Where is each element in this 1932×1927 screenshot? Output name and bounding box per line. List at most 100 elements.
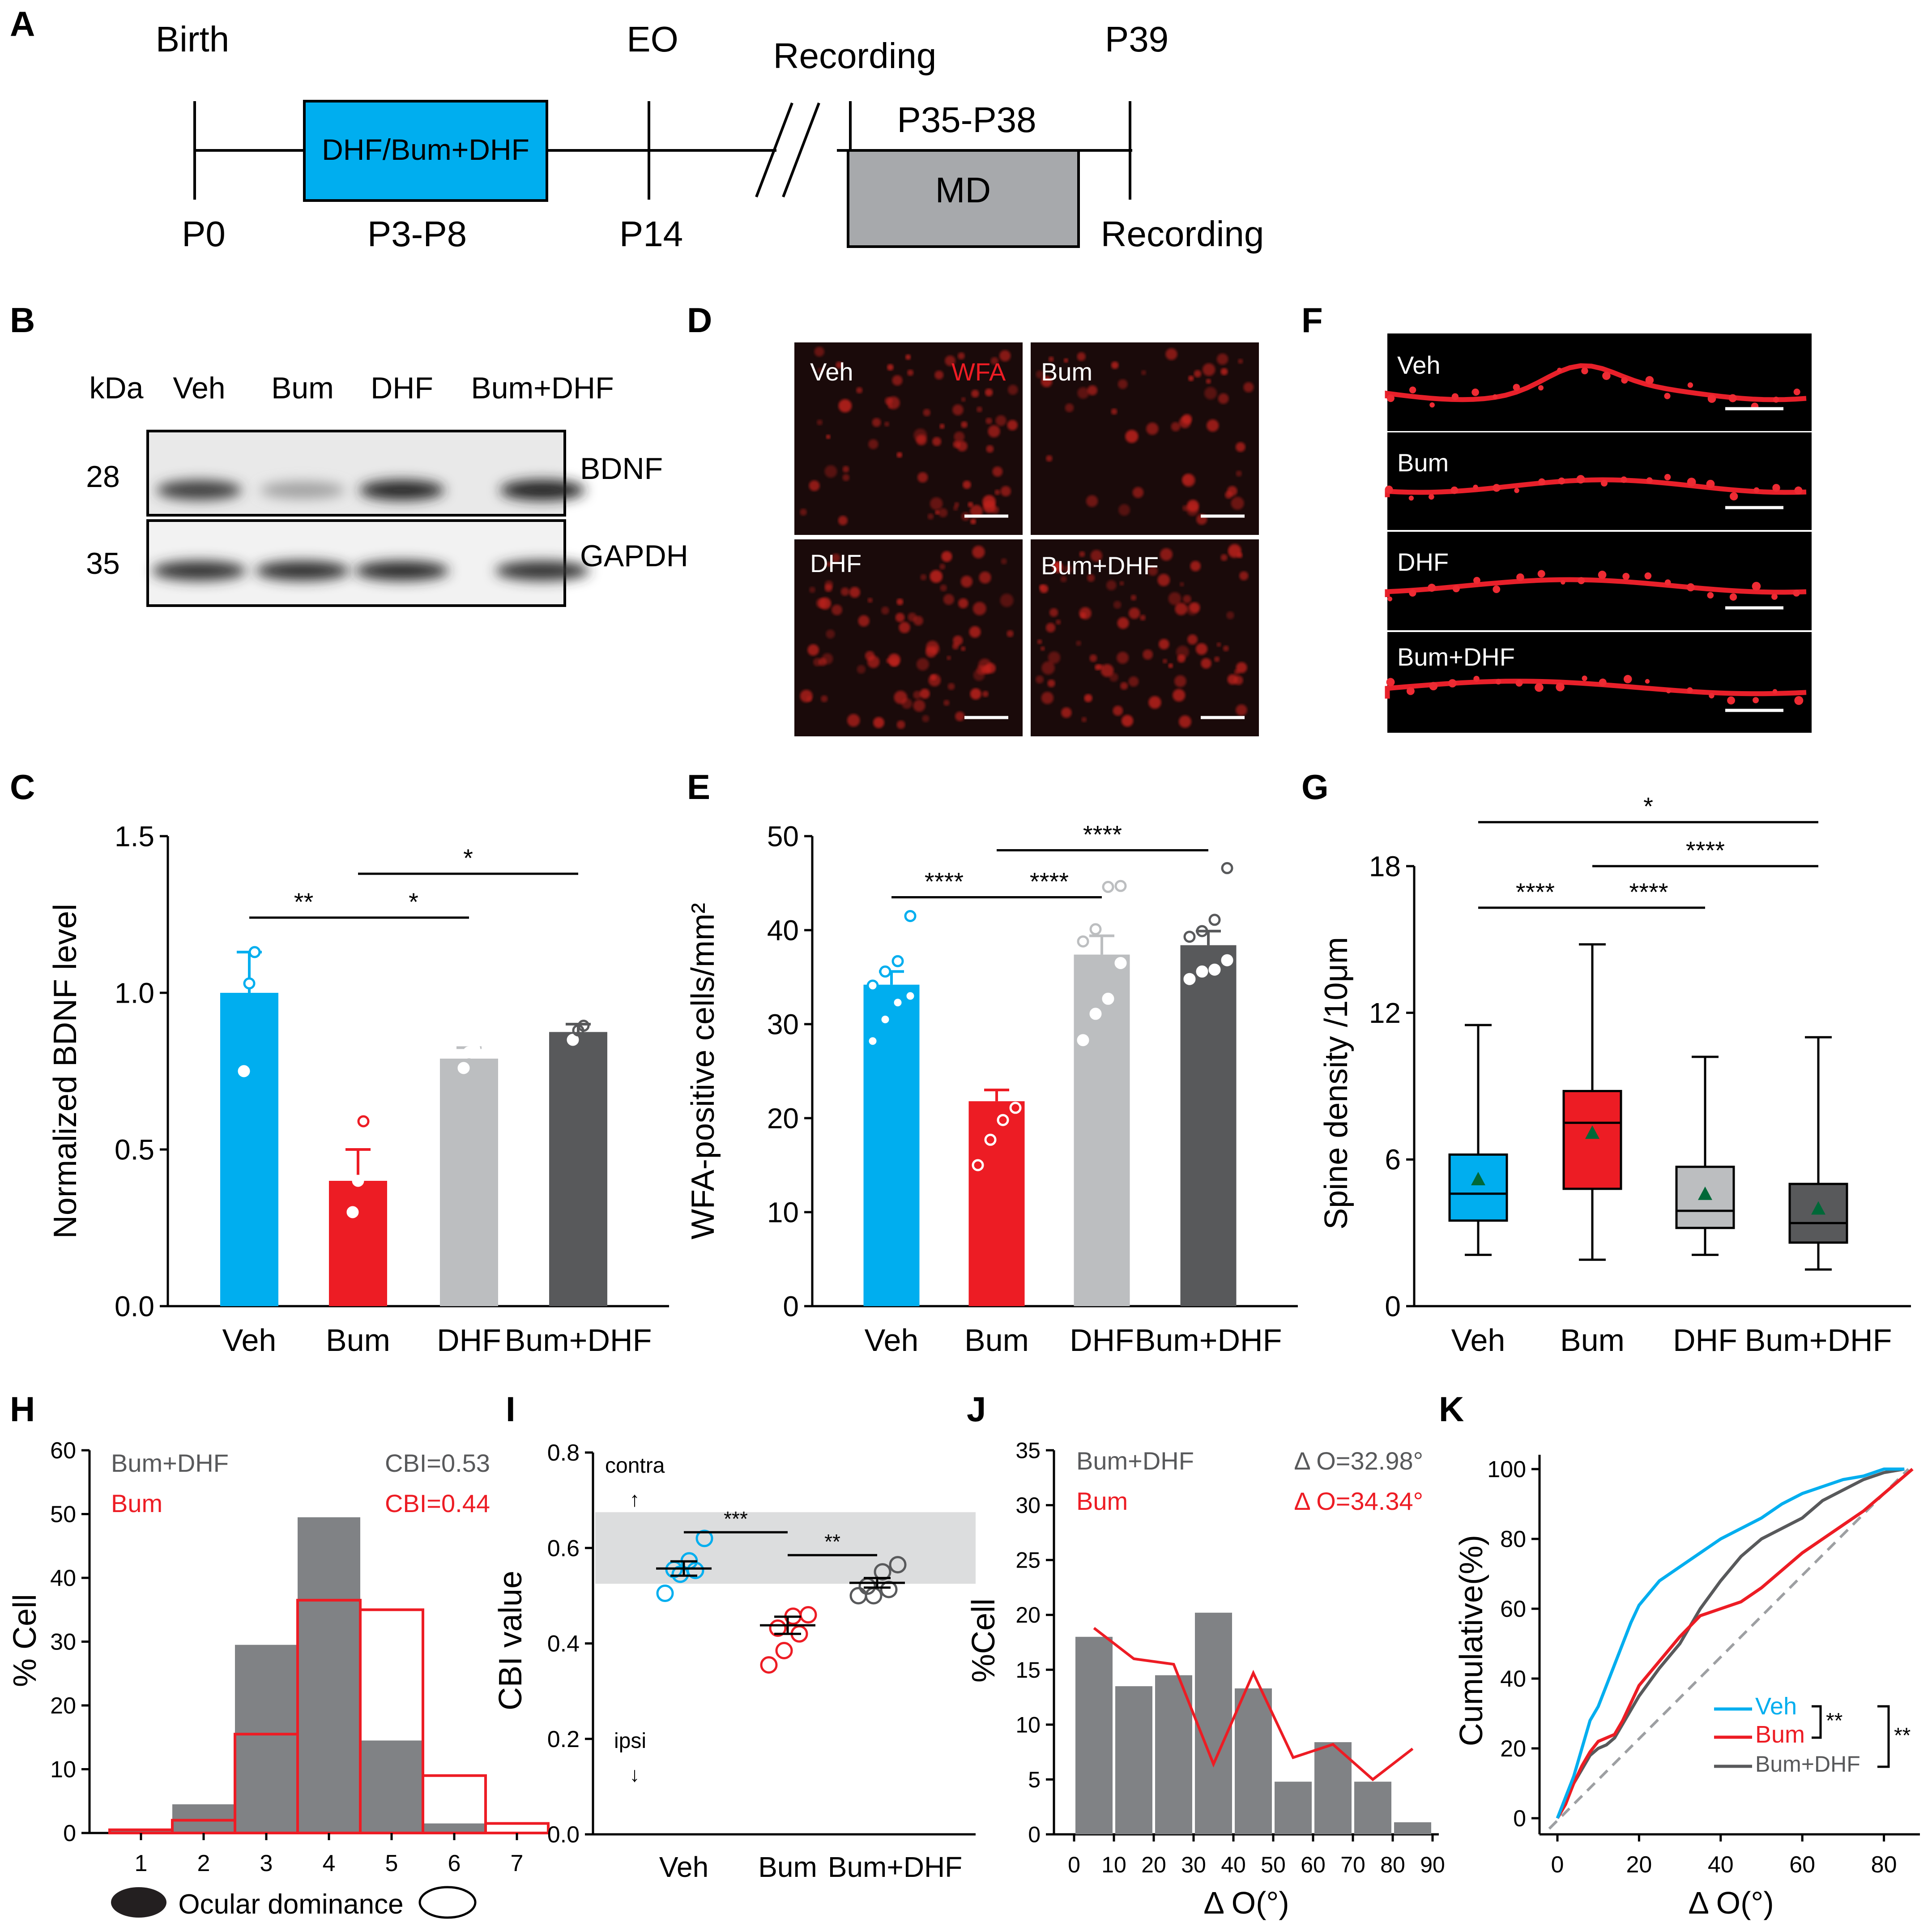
wfa-cell xyxy=(1223,645,1229,652)
data-point xyxy=(1077,935,1089,948)
x-tick-label: DHF xyxy=(437,1323,501,1358)
x-tick-label: 1 xyxy=(135,1850,148,1876)
data-point xyxy=(866,979,879,992)
spine xyxy=(1582,675,1587,681)
wfa-cell xyxy=(1231,496,1244,510)
wfa-cell xyxy=(972,602,986,615)
y-tick-label: 30 xyxy=(50,1629,76,1655)
data-point xyxy=(984,1133,997,1146)
x-tick-label: 10 xyxy=(1101,1852,1126,1877)
wfa-cell xyxy=(1040,584,1049,593)
wfa-cell xyxy=(1061,707,1072,718)
bar-bumdhf xyxy=(1275,1782,1312,1834)
wfa-cell xyxy=(985,662,996,674)
wfa-cell xyxy=(922,715,930,722)
wfa-cell xyxy=(923,409,931,417)
wfa-cell xyxy=(1118,504,1130,516)
gapdh-band xyxy=(152,561,246,581)
x-tick-label: 40 xyxy=(1221,1852,1246,1877)
spine xyxy=(1556,683,1565,692)
wfa-cell xyxy=(842,474,850,481)
y-tick-label: 0 xyxy=(783,1290,799,1322)
data-point xyxy=(1196,925,1208,937)
significance-label: ** xyxy=(1894,1724,1911,1748)
data-point xyxy=(1102,992,1114,1005)
panel-a: A Birth EO Recording P39 DHF/Bum+DHF P35… xyxy=(10,4,1264,254)
d-label-bumdhf: Bum+DHF xyxy=(1041,551,1159,580)
y-tick-label: 80 xyxy=(1500,1526,1526,1552)
wfa-cell xyxy=(1204,387,1217,400)
data-point xyxy=(1089,1008,1102,1020)
y-tick-label: 10 xyxy=(1015,1712,1041,1737)
wfa-cell xyxy=(868,439,879,449)
wfa-cell xyxy=(952,404,964,415)
bar-bumdhf xyxy=(235,1645,298,1833)
y-tick-label: 0 xyxy=(1513,1806,1526,1832)
spine xyxy=(1385,485,1393,494)
wfa-cell xyxy=(1179,715,1191,728)
bar-bumdhf xyxy=(1075,1636,1113,1834)
data-point xyxy=(866,1035,879,1047)
wfa-cell xyxy=(1079,551,1085,557)
bar xyxy=(440,1059,498,1306)
wfa-cell xyxy=(1143,649,1153,660)
spine xyxy=(1666,689,1671,694)
significance-label: ** xyxy=(824,1530,840,1553)
wfa-cell xyxy=(847,714,860,727)
wfa-cell xyxy=(1111,408,1117,415)
wfa-cell xyxy=(970,504,983,518)
wfa-cell xyxy=(867,655,880,668)
significance-bracket-outer xyxy=(1877,1705,1890,1768)
wfa-cell xyxy=(1037,639,1042,645)
wfa-cell xyxy=(836,361,843,369)
mean-marker xyxy=(1811,1201,1825,1215)
legend-delta-bumdhf: Δ O=32.98° xyxy=(1294,1447,1423,1475)
spine xyxy=(1576,475,1585,484)
wfa-cell xyxy=(1139,615,1146,621)
spine xyxy=(1707,394,1716,403)
mean-marker xyxy=(1698,1186,1712,1200)
lane-label-bum: Bum xyxy=(271,371,334,405)
svg-text:G: G xyxy=(1301,767,1329,807)
x-tick-label: Veh xyxy=(222,1323,277,1358)
wfa-cell xyxy=(913,428,927,442)
spine xyxy=(1386,394,1395,402)
svg-text:I: I xyxy=(506,1389,516,1429)
data-point xyxy=(1221,862,1233,874)
wfa-cell xyxy=(1236,470,1242,477)
significance-label: **** xyxy=(925,867,964,896)
y-tick-label: 30 xyxy=(767,1008,799,1040)
spine xyxy=(1729,492,1738,500)
y-tick-label: 60 xyxy=(50,1438,76,1464)
x-tick-label: 30 xyxy=(1181,1852,1206,1877)
wfa-cell xyxy=(992,466,1003,477)
wfa-cell xyxy=(970,688,981,700)
wfa-cell xyxy=(1227,674,1238,685)
data-point xyxy=(1183,973,1196,985)
spine xyxy=(1538,478,1546,486)
wfa-cell xyxy=(939,564,946,570)
y-tick-label: 60 xyxy=(1500,1596,1526,1622)
spine xyxy=(1707,592,1714,599)
y-tick-label: 20 xyxy=(50,1693,76,1719)
bar-bumdhf xyxy=(360,1740,423,1833)
spine xyxy=(1450,486,1459,494)
significance-label: * xyxy=(463,844,473,872)
wfa-cell xyxy=(1148,696,1161,709)
wfa-cell xyxy=(1084,694,1092,702)
spine xyxy=(1621,476,1627,483)
bar-bumdhf xyxy=(172,1804,235,1833)
d-label-veh: Veh xyxy=(810,358,853,386)
wfa-cell xyxy=(1117,617,1129,629)
x-tick-label: DHF xyxy=(1070,1323,1134,1358)
x-tick-label: DHF xyxy=(1673,1323,1737,1358)
significance-label: **** xyxy=(1629,878,1668,906)
wfa-cell xyxy=(807,644,819,656)
spine xyxy=(1794,696,1804,705)
spine xyxy=(1686,583,1695,592)
bar-bumdhf xyxy=(1235,1688,1272,1834)
d-label-dhf: DHF xyxy=(810,549,862,577)
wfa-cell xyxy=(970,518,977,525)
wfa-cell xyxy=(816,419,823,426)
wfa-cell xyxy=(913,691,921,699)
